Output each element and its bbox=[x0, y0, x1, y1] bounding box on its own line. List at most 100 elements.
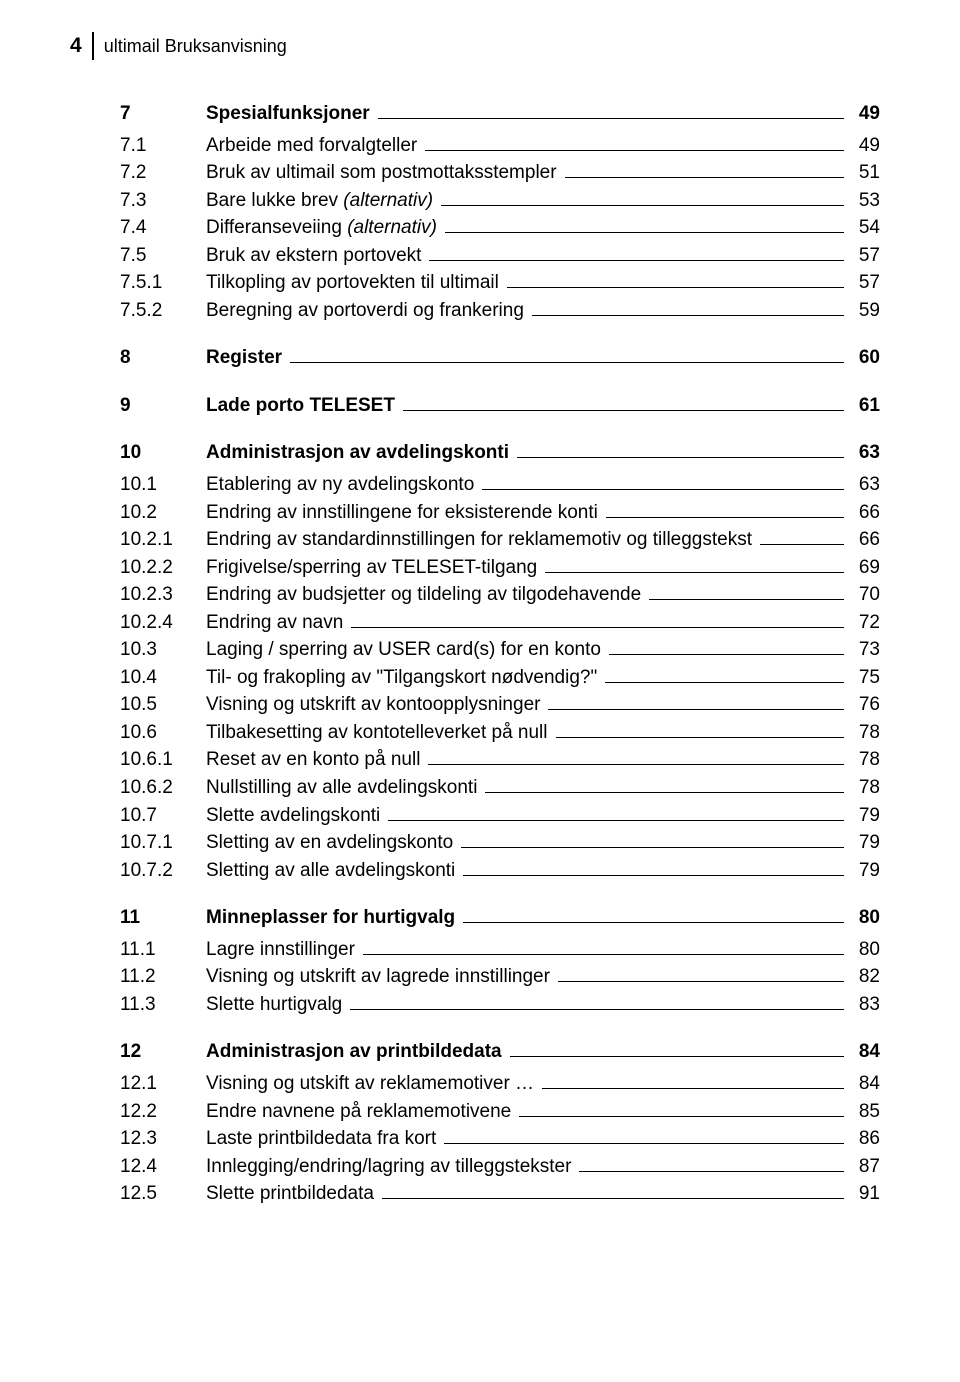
toc-row: 11.2Visning og utskrift av lagrede innst… bbox=[120, 963, 880, 991]
page-number: 4 bbox=[70, 34, 92, 58]
toc-page: 66 bbox=[850, 526, 880, 554]
toc-label-italic: (alternativ) bbox=[343, 190, 433, 211]
toc-label: Visning og utskift av reklamemotiver … bbox=[206, 1070, 534, 1098]
toc-number: 11.3 bbox=[120, 991, 206, 1019]
toc-page: 72 bbox=[850, 609, 880, 637]
toc-label: Administrasjon av avdelingskonti bbox=[206, 439, 509, 467]
toc-row: 7.1Arbeide med forvalgteller49 bbox=[120, 132, 880, 160]
toc-number: 10.2 bbox=[120, 499, 206, 527]
toc-label: Til- og frakopling av "Tilgangskort nødv… bbox=[206, 664, 597, 692]
toc-label: Endring av standardinnstillingen for rek… bbox=[206, 526, 752, 554]
toc-leader bbox=[609, 654, 844, 655]
toc-page: 49 bbox=[850, 132, 880, 160]
toc-number: 10.6 bbox=[120, 719, 206, 747]
toc-page: 80 bbox=[850, 936, 880, 964]
toc-row: 7.2Bruk av ultimail som postmottaksstemp… bbox=[120, 159, 880, 187]
toc-row: 7.5.1Tilkopling av portovekten til ultim… bbox=[120, 269, 880, 297]
toc-page: 78 bbox=[850, 774, 880, 802]
toc-page: 82 bbox=[850, 963, 880, 991]
toc-row: 10Administrasjon av avdelingskonti63 bbox=[120, 439, 880, 467]
toc-leader bbox=[444, 1143, 844, 1144]
document-title: ultimail Bruksanvisning bbox=[104, 36, 287, 57]
toc-label: Etablering av ny avdelingskonto bbox=[206, 471, 474, 499]
toc-leader bbox=[403, 410, 844, 411]
toc-leader bbox=[760, 544, 844, 545]
toc-leader bbox=[350, 1009, 844, 1010]
toc-number: 7.5.1 bbox=[120, 269, 206, 297]
toc-label: Endring av navn bbox=[206, 609, 343, 637]
toc-page: 79 bbox=[850, 857, 880, 885]
toc-label: Laste printbildedata fra kort bbox=[206, 1125, 436, 1153]
toc-leader bbox=[425, 150, 844, 151]
toc-number: 12.4 bbox=[120, 1153, 206, 1181]
toc-page: 83 bbox=[850, 991, 880, 1019]
toc-row: 7.5Bruk av ekstern portovekt57 bbox=[120, 242, 880, 270]
toc-number: 10.6.2 bbox=[120, 774, 206, 802]
toc-number: 10.1 bbox=[120, 471, 206, 499]
toc-row: 7.5.2Beregning av portoverdi og frankeri… bbox=[120, 297, 880, 325]
toc-page: 70 bbox=[850, 581, 880, 609]
toc-page: 85 bbox=[850, 1098, 880, 1126]
toc-label: Sletting av en avdelingskonto bbox=[206, 829, 453, 857]
toc-row: 12.2Endre navnene på reklamemotivene85 bbox=[120, 1098, 880, 1126]
toc-leader bbox=[605, 682, 844, 683]
toc-row: 12.3Laste printbildedata fra kort86 bbox=[120, 1125, 880, 1153]
toc-leader bbox=[542, 1088, 844, 1089]
toc-page: 57 bbox=[850, 242, 880, 270]
toc-number: 11.2 bbox=[120, 963, 206, 991]
toc-row: 12.1Visning og utskift av reklamemotiver… bbox=[120, 1070, 880, 1098]
toc-label: Bruk av ekstern portovekt bbox=[206, 242, 421, 270]
toc-number: 10.3 bbox=[120, 636, 206, 664]
toc-leader bbox=[382, 1198, 844, 1199]
toc-number: 12.3 bbox=[120, 1125, 206, 1153]
toc-row: 11Minneplasser for hurtigvalg80 bbox=[120, 904, 880, 932]
toc-leader bbox=[565, 177, 844, 178]
toc-label-italic: (alternativ) bbox=[347, 217, 437, 238]
toc-leader bbox=[429, 260, 844, 261]
toc-page: 60 bbox=[850, 344, 880, 372]
toc-row: 10.7Slette avdelingskonti79 bbox=[120, 802, 880, 830]
toc-number: 10.2.4 bbox=[120, 609, 206, 637]
toc-leader bbox=[548, 709, 844, 710]
page-container: 4 ultimail Bruksanvisning 7Spesialfunksj… bbox=[0, 0, 960, 1248]
toc-row: 7.4Differanseveiing (alternativ)54 bbox=[120, 214, 880, 242]
toc-row: 7.3Bare lukke brev (alternativ)53 bbox=[120, 187, 880, 215]
toc-row: 10.2.1Endring av standardinnstillingen f… bbox=[120, 526, 880, 554]
toc-number: 10.2.1 bbox=[120, 526, 206, 554]
toc-number: 7.5.2 bbox=[120, 297, 206, 325]
toc-label: Slette hurtigvalg bbox=[206, 991, 342, 1019]
toc-leader bbox=[485, 792, 844, 793]
toc-row: 10.7.2Sletting av alle avdelingskonti79 bbox=[120, 857, 880, 885]
toc-leader bbox=[579, 1171, 844, 1172]
header-divider bbox=[92, 32, 94, 60]
toc-page: 79 bbox=[850, 802, 880, 830]
toc-row: 7Spesialfunksjoner49 bbox=[120, 100, 880, 128]
toc-leader bbox=[445, 232, 844, 233]
toc-number: 12 bbox=[120, 1038, 206, 1066]
toc-label: Tilbakesetting av kontotelleverket på nu… bbox=[206, 719, 548, 747]
toc-row: 10.6Tilbakesetting av kontotelleverket p… bbox=[120, 719, 880, 747]
toc-number: 8 bbox=[120, 344, 206, 372]
toc-label: Slette avdelingskonti bbox=[206, 802, 380, 830]
toc-label: Reset av en konto på null bbox=[206, 746, 420, 774]
toc-label: Lagre innstillinger bbox=[206, 936, 355, 964]
toc-row: 10.6.1Reset av en konto på null78 bbox=[120, 746, 880, 774]
toc-page: 84 bbox=[850, 1070, 880, 1098]
toc-page: 78 bbox=[850, 719, 880, 747]
toc-leader bbox=[378, 118, 844, 119]
toc-number: 7.1 bbox=[120, 132, 206, 160]
toc-leader bbox=[507, 287, 844, 288]
toc-number: 10.5 bbox=[120, 691, 206, 719]
toc-number: 7 bbox=[120, 100, 206, 128]
toc-leader bbox=[482, 489, 844, 490]
toc-leader bbox=[606, 517, 844, 518]
toc-number: 10.4 bbox=[120, 664, 206, 692]
toc-label: Tilkopling av portovekten til ultimail bbox=[206, 269, 499, 297]
toc-label: Nullstilling av alle avdelingskonti bbox=[206, 774, 477, 802]
toc-number: 11 bbox=[120, 904, 206, 932]
toc-page: 49 bbox=[850, 100, 880, 128]
toc-page: 69 bbox=[850, 554, 880, 582]
toc-row: 12Administrasjon av printbildedata84 bbox=[120, 1038, 880, 1066]
toc-label: Endring av innstillingene for eksisteren… bbox=[206, 499, 598, 527]
toc-leader bbox=[649, 599, 844, 600]
